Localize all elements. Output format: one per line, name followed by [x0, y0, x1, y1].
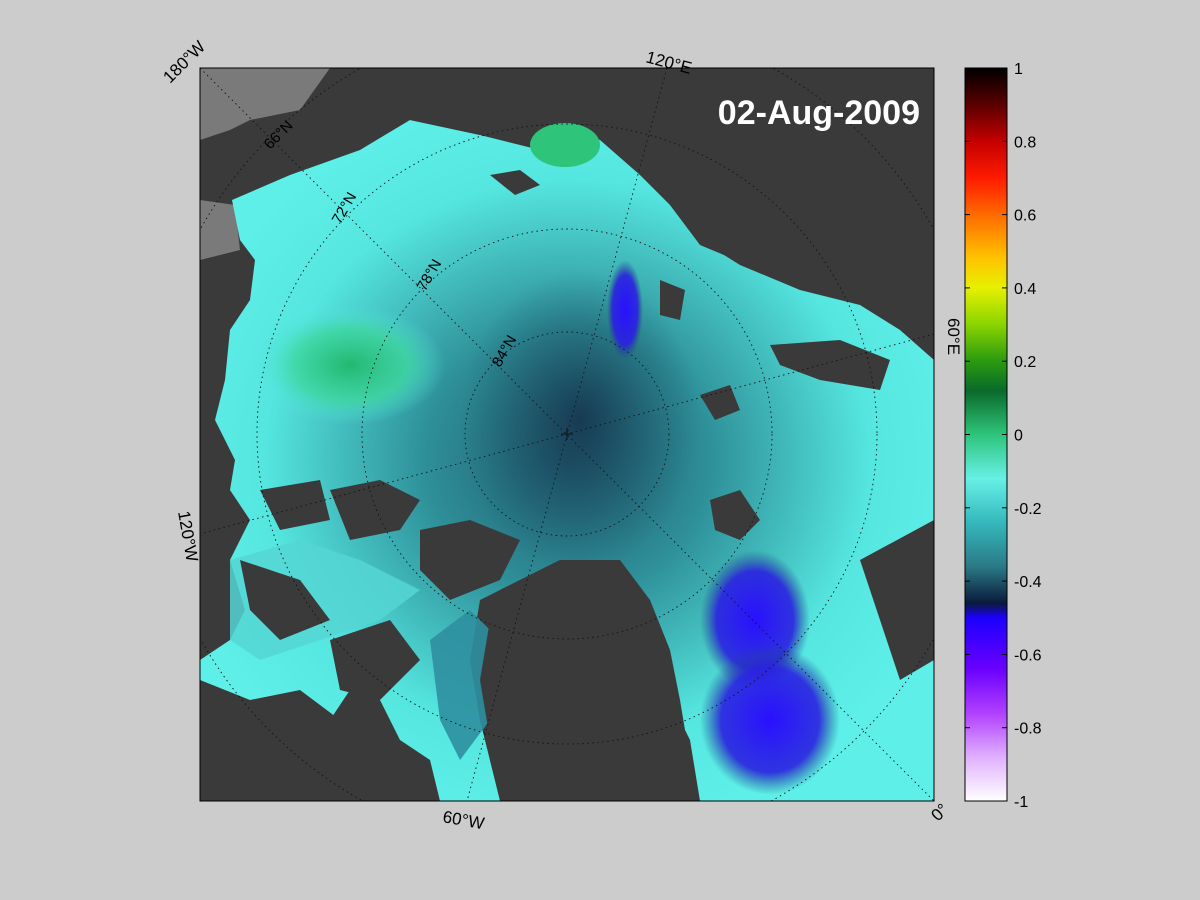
island-4: [240, 560, 330, 640]
lat-circle-84: [464, 331, 670, 537]
colorbar-tick-label: -0.2: [1014, 501, 1042, 518]
dark-central-anomaly: [460, 270, 700, 570]
baffin-channel: [430, 610, 500, 760]
island-5: [330, 620, 420, 700]
colorbar-gradient: [964, 67, 1008, 802]
colorbar-tick-label: 0.8: [1014, 134, 1036, 151]
lon-label-120w: 120°W: [174, 509, 202, 563]
green-anomaly-beaufort: [255, 305, 445, 425]
map-panel: 66°N 72°N 78°N 84°N 02-Aug-2009: [200, 68, 934, 801]
colorbar-tick-label: -0.4: [1014, 574, 1042, 591]
franz-josef-land: [700, 385, 740, 420]
alaska: [200, 110, 350, 190]
island-1: [330, 480, 420, 540]
colorbar-tick-label: 0.6: [1014, 208, 1036, 225]
svalbard: [710, 490, 760, 540]
pole-marker: [561, 428, 573, 440]
island-arctic-1: [490, 170, 540, 195]
colorbar-tick-label: 0: [1014, 428, 1023, 445]
green-anomaly-laptev: [530, 123, 600, 167]
novaya-zemlya: [770, 340, 890, 390]
blue-anomaly-east-lower: [700, 645, 840, 795]
lon-label-60w: 60°W: [441, 807, 485, 833]
land-shadow-top-left: [200, 68, 330, 160]
colorbar-tick-label: 0.4: [1014, 281, 1036, 298]
colorbar-tick-label: -0.8: [1014, 721, 1042, 738]
lat-circle-72: [256, 123, 878, 745]
colorbar-ticks: 1 0.8 0.6 0.4 0.2 0 -0.2 -0.4 -0.6 -0.8 -1: [965, 61, 1042, 811]
lon-label-60e: 60°E: [944, 318, 963, 355]
russia-coast: [670, 170, 934, 300]
lon-label-0: 0°: [927, 800, 952, 825]
colorbar-tick-label: -0.6: [1014, 647, 1042, 664]
island-3: [260, 480, 330, 530]
greenland: [480, 560, 700, 801]
land-shadow-left: [200, 200, 240, 260]
island-arctic-2: [660, 280, 685, 320]
colorbar-tick-label: 0.2: [1014, 354, 1036, 371]
colorbar-tick-label: -1: [1014, 794, 1028, 811]
scandinavia: [860, 520, 934, 680]
blue-anomaly-north: [607, 260, 643, 360]
map-frame: [199, 67, 935, 802]
mainland-canada: [200, 680, 340, 801]
date-label: 02-Aug-2009: [718, 94, 920, 132]
siberia-top: [410, 68, 934, 160]
island-2: [420, 520, 520, 600]
colorbar: 1 0.8 0.6 0.4 0.2 0 -0.2 -0.4 -0.6 -0.8 -1: [964, 61, 1042, 811]
lat-circle-78: [361, 228, 773, 640]
colorbar-tick-label: 1: [1014, 61, 1023, 78]
